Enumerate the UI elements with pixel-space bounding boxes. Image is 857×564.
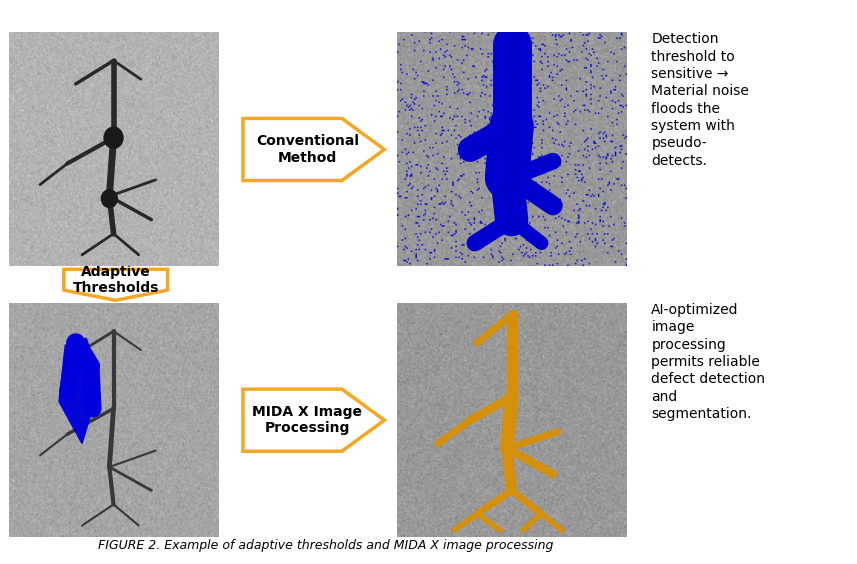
Circle shape xyxy=(101,190,117,208)
Text: Detection
threshold to
sensitive →
Material noise
floods the
system with
pseudo-: Detection threshold to sensitive → Mater… xyxy=(651,32,749,168)
Polygon shape xyxy=(63,270,167,300)
Text: AI-optimized
image
processing
permits reliable
defect detection
and
segmentation: AI-optimized image processing permits re… xyxy=(651,303,765,421)
Polygon shape xyxy=(243,389,384,451)
Polygon shape xyxy=(243,118,384,180)
Polygon shape xyxy=(59,338,97,443)
Circle shape xyxy=(104,127,123,148)
Text: FIGURE 2. Example of adaptive thresholds and MIDA X image processing: FIGURE 2. Example of adaptive thresholds… xyxy=(98,539,554,552)
Text: MIDA X Image
Processing: MIDA X Image Processing xyxy=(252,405,363,435)
Text: Conventional
Method: Conventional Method xyxy=(255,134,359,165)
Text: Adaptive
Thresholds: Adaptive Thresholds xyxy=(73,265,159,295)
